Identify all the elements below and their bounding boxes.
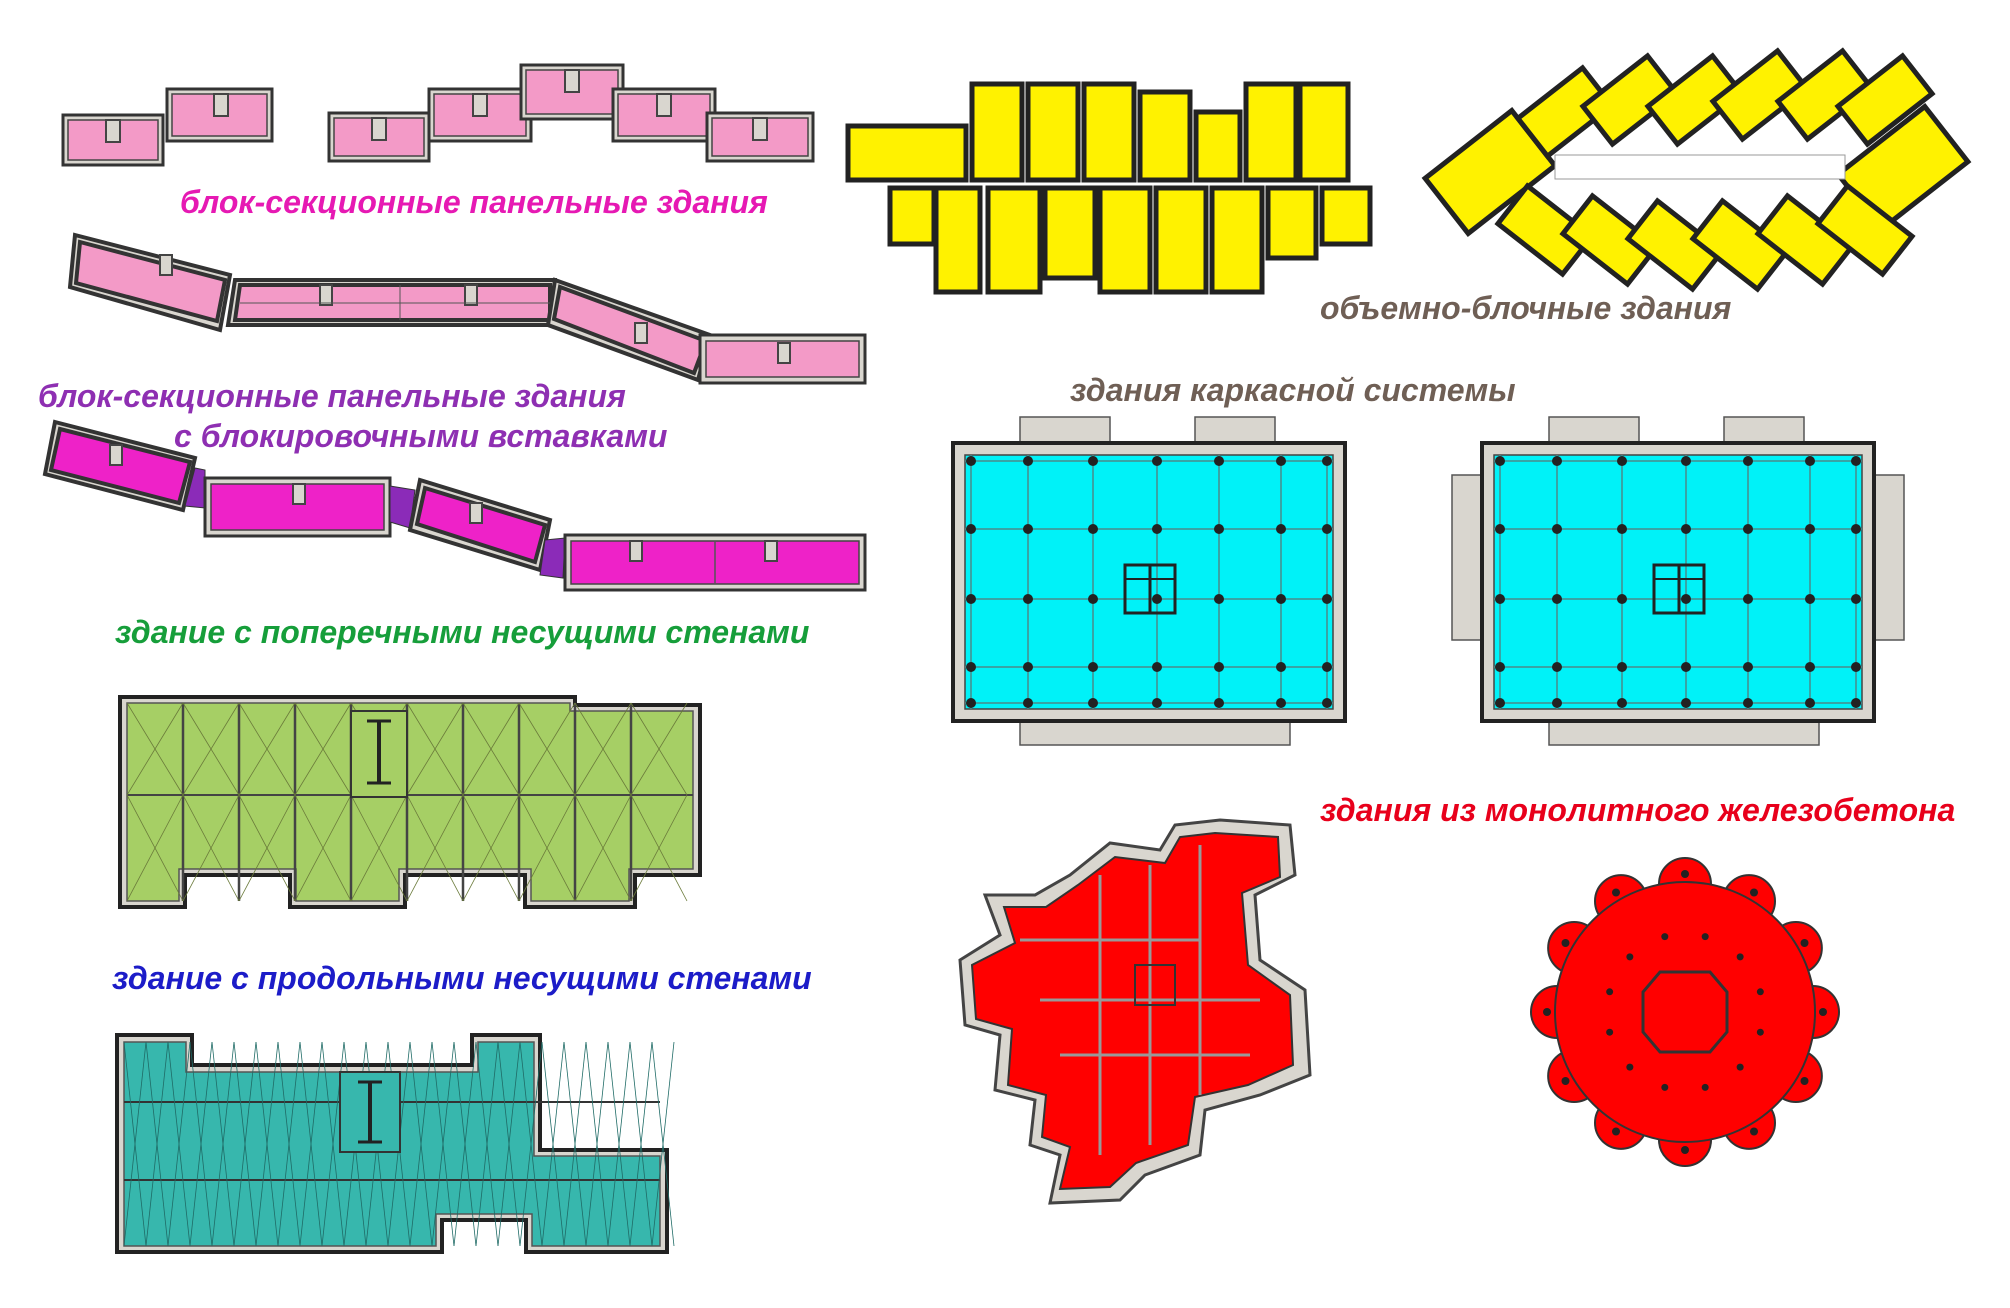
label-monolithic: здания из монолитного железобетона [1320, 792, 1956, 828]
plan-frame-left [951, 416, 1347, 746]
plan-volume-block-diamond [1421, 47, 1972, 293]
label-block-section-inserts-line1: блок-секционные панельные здания [38, 378, 626, 414]
label-longitudinal-walls: здание с продольными несущими стенами [112, 960, 812, 996]
plan-block-section-stepped [327, 63, 815, 163]
plan-block-section-small [61, 87, 274, 167]
label-volume-block: объемно-блочные здания [1320, 290, 1732, 326]
label-cross-walls: здание с поперечными несущими стенами [115, 614, 810, 650]
label-frame-system: здания каркасной системы [1070, 372, 1516, 408]
plan-frame-right [1451, 416, 1905, 746]
plan-cross-walls [118, 695, 702, 909]
plan-block-section-bent [67, 232, 867, 385]
label-block-section-inserts-line2: с блокировочными вставками [174, 418, 668, 454]
plan-monolithic-irregular [958, 818, 1312, 1205]
plan-volume-block-cluster [845, 81, 1373, 295]
plan-monolithic-round [1530, 857, 1840, 1167]
plan-longitudinal-walls [115, 1033, 675, 1254]
plan-block-section-inserts [42, 419, 867, 592]
label-block-section-panel: блок-секционные панельные здания [180, 184, 768, 220]
